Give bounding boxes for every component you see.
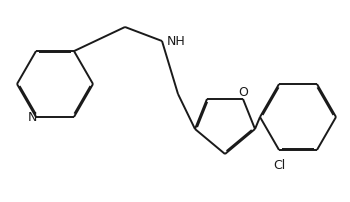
Text: O: O — [238, 86, 248, 99]
Text: Cl: Cl — [273, 158, 285, 171]
Text: N: N — [27, 111, 37, 124]
Text: NH: NH — [167, 35, 186, 48]
